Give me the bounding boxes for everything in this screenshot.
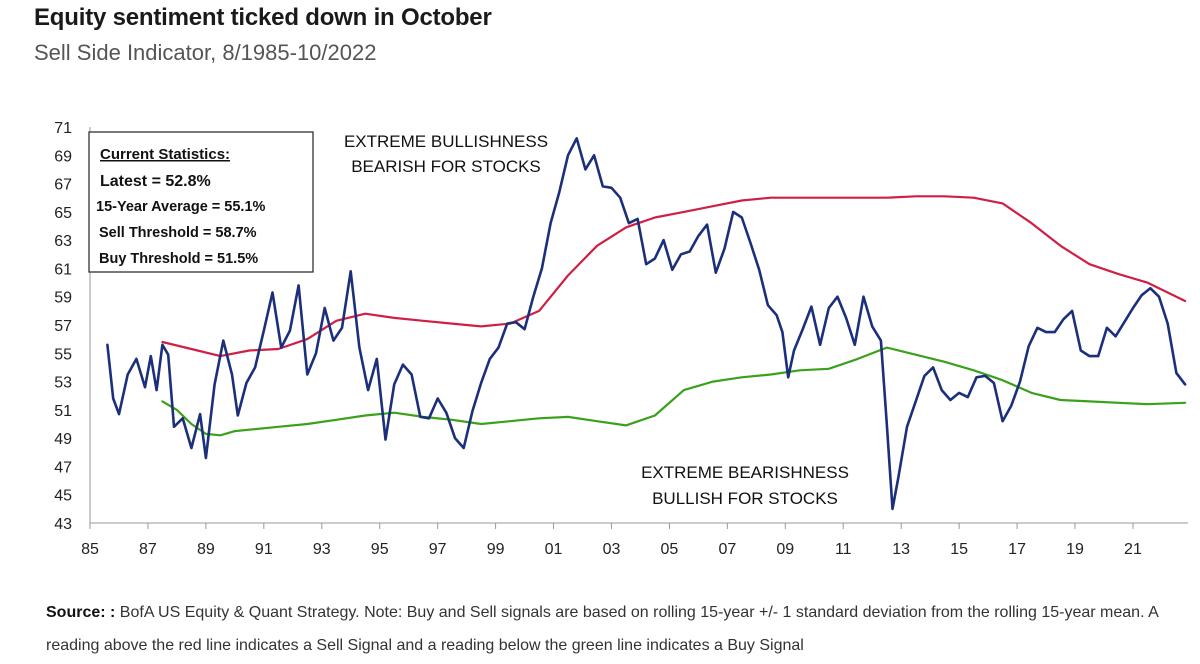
- x-tick-label: 99: [487, 541, 505, 558]
- x-tick-label: 05: [661, 541, 679, 558]
- x-tick-label: 01: [545, 541, 563, 558]
- annotation-bearish-line1: EXTREME BEARISHNESS: [641, 463, 849, 482]
- x-tick-label: 21: [1124, 541, 1142, 558]
- annotation-bullish-line1: EXTREME BULLISHNESS: [344, 132, 548, 151]
- y-tick-label: 45: [54, 488, 72, 505]
- x-tick-label: 95: [371, 541, 389, 558]
- series-line-indicator: [106, 137, 1187, 511]
- x-tick-label: 09: [776, 541, 794, 558]
- y-tick-labels: 43 45 47 49 51 53 55 57 59 61 63 65 67 69 71: [54, 120, 72, 533]
- stats-average: 15-Year Average = 55.1%: [96, 199, 266, 215]
- y-tick-label: 51: [54, 403, 72, 420]
- x-tick-label: 03: [603, 541, 621, 558]
- y-tick-label: 71: [54, 120, 72, 137]
- chart-title: Equity sentiment ticked down in October: [34, 4, 492, 31]
- y-tick-label: 49: [54, 431, 72, 448]
- x-tick-label: 15: [950, 541, 968, 558]
- annotation-bullish-line2: BEARISH FOR STOCKS: [351, 157, 541, 176]
- y-tick-label: 65: [54, 205, 72, 222]
- x-tick-label: 13: [892, 541, 910, 558]
- source-note: Source: : BofA US Equity & Quant Strateg…: [46, 596, 1176, 662]
- y-tick-label: 61: [54, 261, 72, 278]
- source-text: BofA US Equity & Quant Strategy. Note: B…: [46, 604, 1158, 654]
- y-tick-label: 53: [54, 375, 72, 392]
- x-tick-label: 97: [429, 541, 447, 558]
- x-tick-label: 87: [139, 541, 157, 558]
- stats-latest: Latest = 52.8%: [100, 173, 211, 190]
- x-tick-label: 07: [718, 541, 736, 558]
- statistics-box: Current Statistics: Latest = 52.8% 15-Ye…: [88, 131, 314, 273]
- y-tick-label: 67: [54, 177, 72, 194]
- series-layer: [106, 137, 1187, 511]
- y-tick-label: 59: [54, 290, 72, 307]
- y-tick-label: 47: [54, 459, 72, 476]
- x-tick-label: 93: [313, 541, 331, 558]
- series-line-buy: [161, 346, 1187, 437]
- x-tick-label: 11: [835, 541, 852, 558]
- x-tick-labels: 85 87 89 91 93 95 97 99 01 03 05 07 09 11 13 15 17 19 21: [81, 523, 1142, 558]
- series-line-sell: [161, 195, 1187, 358]
- x-tick-label: 89: [197, 541, 215, 558]
- x-tick-label: 91: [255, 541, 273, 558]
- x-tick-label: 85: [81, 541, 99, 558]
- sell-side-indicator-chart: 43 45 47 49 51 53 55 57 59 61 63 65 67 69 71 85 87 89 91 9…: [54, 120, 1188, 558]
- y-tick-label: 43: [54, 516, 72, 533]
- stats-heading: Current Statistics:: [100, 146, 230, 163]
- y-tick-label: 63: [54, 233, 72, 250]
- stats-sell-threshold: Sell Threshold = 58.7%: [99, 225, 257, 241]
- annotation-bearish-line2: BULLISH FOR STOCKS: [652, 489, 838, 508]
- statistics-box-frame: [88, 131, 314, 273]
- y-tick-label: 55: [54, 346, 72, 363]
- stats-buy-threshold: Buy Threshold = 51.5%: [99, 251, 258, 267]
- y-tick-label: 57: [54, 318, 72, 335]
- x-tick-label: 17: [1008, 541, 1026, 558]
- y-tick-label: 69: [54, 148, 72, 165]
- source-label: Source: :: [46, 604, 116, 621]
- chart-subtitle: Sell Side Indicator, 8/1985-10/2022: [34, 40, 377, 65]
- x-tick-label: 19: [1066, 541, 1084, 558]
